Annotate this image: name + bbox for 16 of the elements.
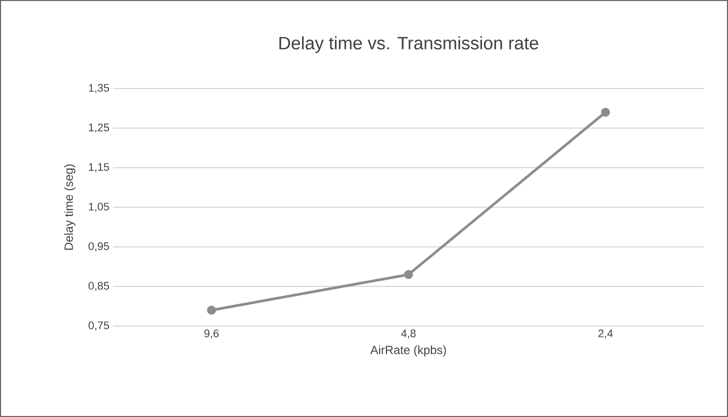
y-tick-label: 0,75 <box>88 321 110 331</box>
x-tick-label: 4,8 <box>401 330 416 339</box>
point <box>404 270 413 280</box>
x-tick-label: 9,6 <box>204 330 219 339</box>
y-tick-label: 1,05 <box>88 202 110 212</box>
x-axis-title: AirRate (kpbs) <box>370 345 446 357</box>
y-tick-label: 1,25 <box>88 124 110 133</box>
y-tick-label: 1,15 <box>88 163 110 172</box>
y-tick-label: 0,85 <box>88 282 110 291</box>
chart-title: Delay time vs. Transmission rate <box>279 36 538 53</box>
point <box>601 108 610 117</box>
y-axis-title: Delay time (seg) <box>64 164 76 250</box>
y-tick-label: 1,35 <box>88 84 110 94</box>
point <box>207 306 216 315</box>
x-tick-label: 2,4 <box>598 330 613 339</box>
y-tick-label: 0,95 <box>88 242 110 252</box>
